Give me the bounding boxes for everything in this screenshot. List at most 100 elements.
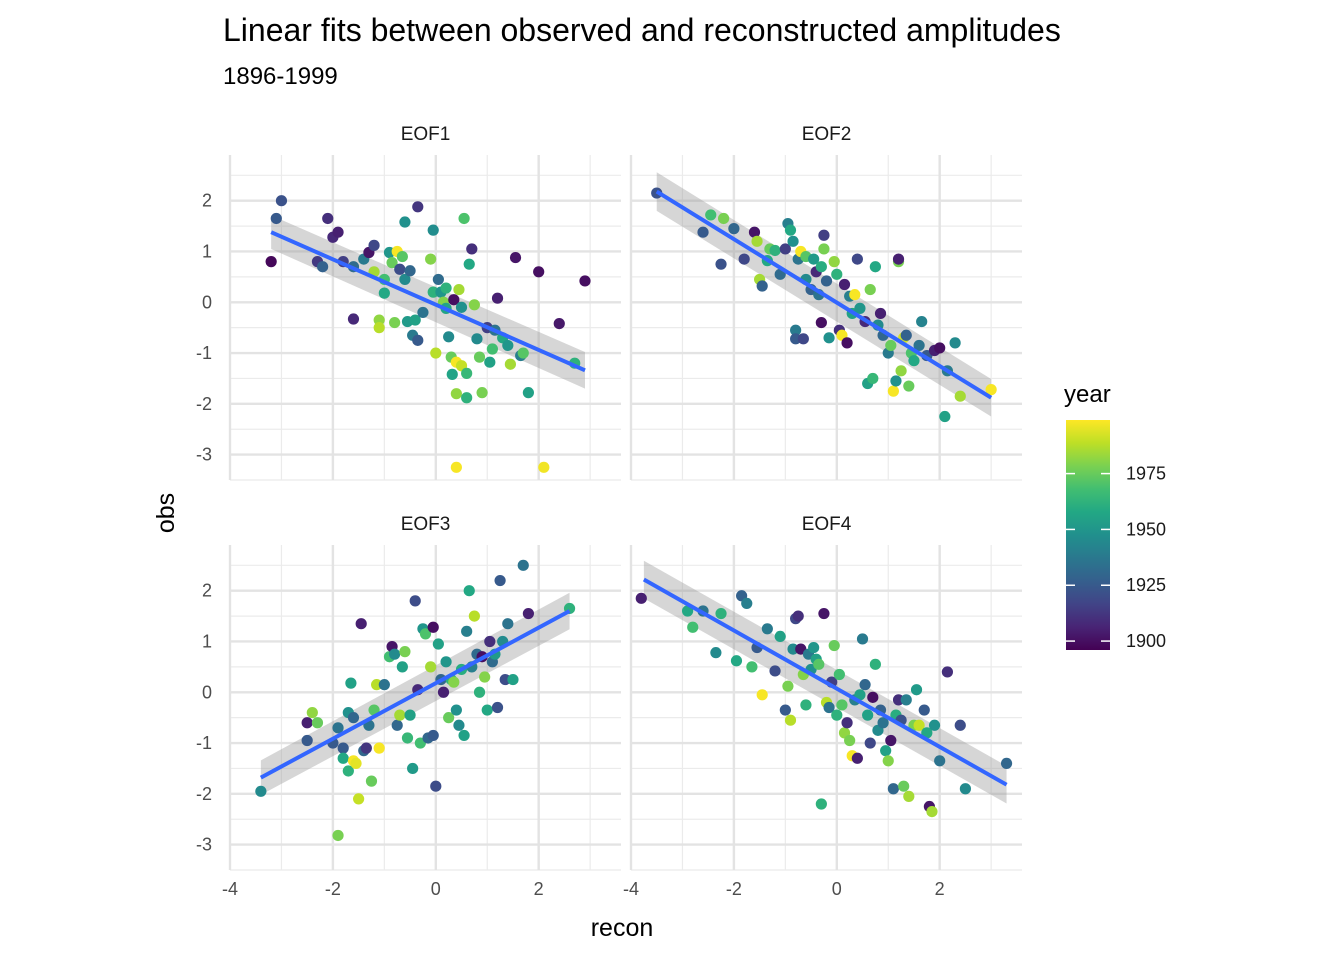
data-point xyxy=(779,704,791,716)
data-point xyxy=(509,251,522,264)
data-point xyxy=(396,250,408,263)
data-point xyxy=(553,317,565,330)
data-point xyxy=(404,709,416,721)
x-tick-label: 0 xyxy=(431,879,441,899)
legend-tick-label: 1900 xyxy=(1126,631,1166,651)
data-point xyxy=(461,392,473,404)
y-tick-label: -3 xyxy=(196,445,212,465)
data-point xyxy=(504,358,516,370)
y-tick-label: -1 xyxy=(196,733,212,753)
data-point xyxy=(869,261,881,273)
data-point xyxy=(337,752,349,764)
data-point xyxy=(491,292,504,304)
data-point xyxy=(828,639,840,652)
data-point xyxy=(450,461,462,473)
data-point xyxy=(954,390,966,402)
data-point xyxy=(934,342,946,354)
data-point xyxy=(748,226,761,238)
data-point xyxy=(913,339,925,352)
data-point xyxy=(926,806,938,818)
data-point xyxy=(885,339,897,352)
data-point xyxy=(880,745,892,757)
data-point xyxy=(910,684,923,696)
data-point xyxy=(833,668,845,681)
data-point xyxy=(486,343,498,355)
data-point xyxy=(841,717,853,729)
data-point xyxy=(831,709,843,721)
y-tick-label: -2 xyxy=(196,784,212,804)
data-point xyxy=(892,694,905,706)
data-point xyxy=(255,785,267,797)
data-point xyxy=(461,367,473,379)
data-point xyxy=(494,574,506,587)
data-point xyxy=(360,742,372,754)
data-point xyxy=(484,356,496,368)
x-tick-label: 0 xyxy=(832,879,842,899)
data-point xyxy=(538,461,550,473)
data-point xyxy=(856,633,869,645)
data-point xyxy=(815,798,827,810)
data-point xyxy=(427,621,439,633)
data-point xyxy=(579,275,591,287)
data-point xyxy=(332,226,344,238)
data-point xyxy=(481,704,493,716)
data-point xyxy=(458,729,470,742)
data-point xyxy=(916,315,928,328)
data-point xyxy=(818,607,830,620)
data-point xyxy=(823,701,835,714)
data-point xyxy=(450,704,462,716)
data-point xyxy=(355,618,367,630)
data-point xyxy=(838,278,851,291)
data-point xyxy=(718,212,730,225)
data-point xyxy=(453,283,465,296)
data-point xyxy=(954,719,966,731)
data-point xyxy=(769,244,781,257)
data-point xyxy=(499,673,511,686)
data-point xyxy=(427,286,439,298)
data-point xyxy=(437,686,450,698)
data-point xyxy=(908,355,920,367)
data-point xyxy=(502,339,514,352)
data-point xyxy=(461,625,473,637)
data-point xyxy=(522,387,534,399)
data-point xyxy=(404,265,416,277)
data-point xyxy=(455,301,468,313)
data-point xyxy=(887,385,899,397)
data-point xyxy=(391,719,403,731)
data-point xyxy=(491,701,504,714)
data-point xyxy=(311,717,324,729)
data-point xyxy=(412,334,424,346)
data-point xyxy=(782,680,794,692)
data-point xyxy=(787,235,799,247)
data-point xyxy=(463,585,475,597)
data-point xyxy=(425,253,437,265)
data-point xyxy=(797,333,809,345)
data-point xyxy=(715,258,727,270)
data-point xyxy=(854,302,866,314)
data-point xyxy=(792,610,804,622)
data-point xyxy=(502,618,514,630)
y-axis-title: obs xyxy=(152,493,180,533)
data-point xyxy=(800,699,812,711)
y-tick-label: -1 xyxy=(196,343,212,363)
data-point xyxy=(427,224,439,236)
data-point xyxy=(898,780,910,792)
fit-line xyxy=(259,609,571,780)
strip-label: EOF3 xyxy=(401,514,451,535)
data-point xyxy=(851,253,863,265)
data-point xyxy=(813,658,825,670)
data-point xyxy=(301,717,313,729)
data-point xyxy=(815,261,827,273)
data-point xyxy=(790,333,802,345)
data-point xyxy=(386,257,398,269)
data-point xyxy=(890,375,902,387)
data-point xyxy=(928,719,941,731)
data-point xyxy=(425,661,437,673)
data-point xyxy=(466,243,478,255)
data-point xyxy=(522,607,534,620)
panel-eof4: EOF4 -4 -2 0 2 xyxy=(623,514,1022,899)
y-tick-label: 0 xyxy=(202,682,212,702)
data-point xyxy=(419,628,432,640)
data-point xyxy=(401,732,414,744)
data-point xyxy=(862,709,874,721)
